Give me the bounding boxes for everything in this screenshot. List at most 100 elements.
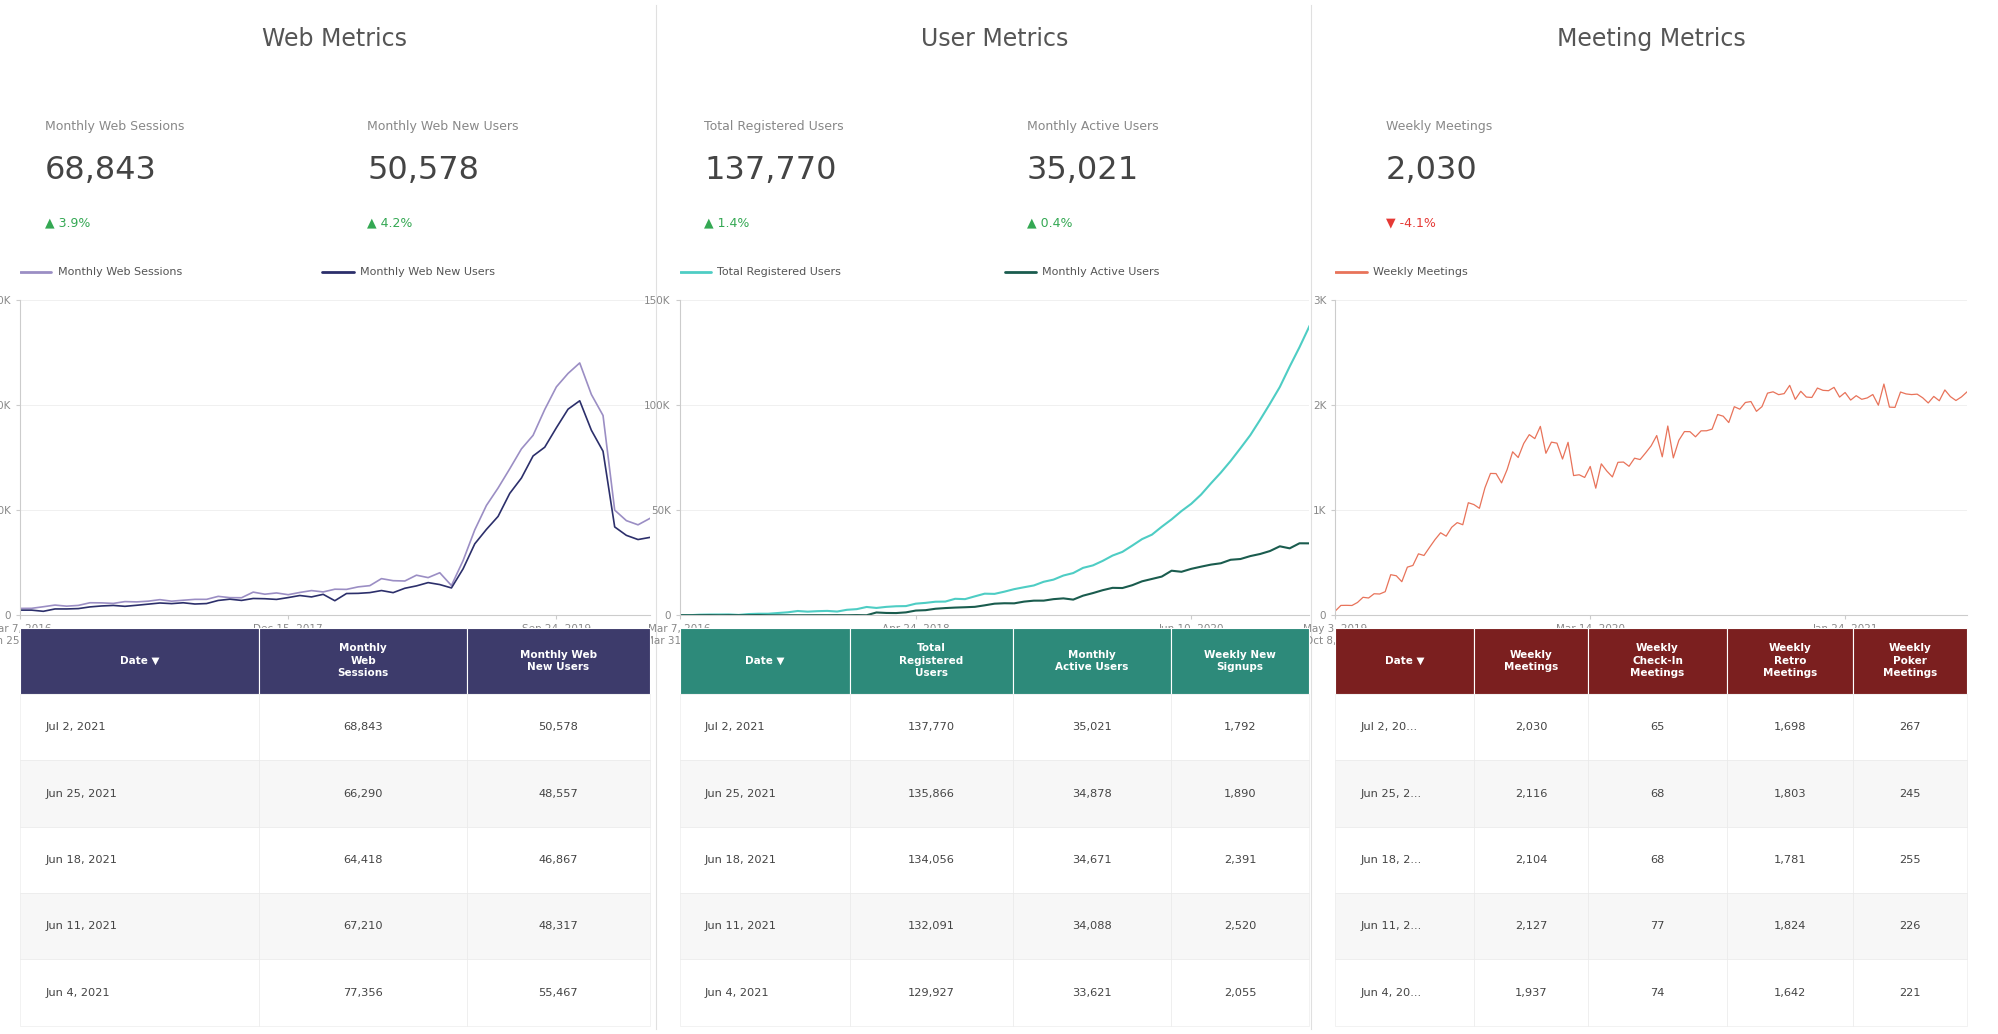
FancyBboxPatch shape xyxy=(849,760,1013,827)
FancyBboxPatch shape xyxy=(1171,628,1309,694)
Text: 2,520: 2,520 xyxy=(1223,921,1255,932)
Text: 35,021: 35,021 xyxy=(1071,722,1111,732)
Text: 1,937: 1,937 xyxy=(1514,987,1546,998)
Text: 65: 65 xyxy=(1650,722,1664,732)
FancyBboxPatch shape xyxy=(20,760,260,827)
Text: 1,792: 1,792 xyxy=(1223,722,1255,732)
Text: 1,698: 1,698 xyxy=(1772,722,1806,732)
FancyBboxPatch shape xyxy=(1852,960,1966,1026)
Text: 77,356: 77,356 xyxy=(344,987,384,998)
FancyBboxPatch shape xyxy=(1335,628,1475,694)
FancyBboxPatch shape xyxy=(1171,960,1309,1026)
Text: 48,317: 48,317 xyxy=(537,921,577,932)
FancyBboxPatch shape xyxy=(468,827,649,893)
Text: 68: 68 xyxy=(1650,855,1664,864)
Text: 68: 68 xyxy=(1650,789,1664,798)
Text: ▲ 0.4%: ▲ 0.4% xyxy=(1027,216,1073,229)
Text: Weekly Meetings: Weekly Meetings xyxy=(1385,120,1491,133)
FancyBboxPatch shape xyxy=(1475,628,1586,694)
FancyBboxPatch shape xyxy=(1335,827,1475,893)
Text: 132,091: 132,091 xyxy=(907,921,955,932)
Text: 68,843: 68,843 xyxy=(44,155,156,186)
FancyBboxPatch shape xyxy=(1013,694,1171,760)
Text: 267: 267 xyxy=(1898,722,1920,732)
Text: 34,088: 34,088 xyxy=(1071,921,1111,932)
Text: User Metrics: User Metrics xyxy=(921,27,1067,51)
Text: Weekly
Check-In
Meetings: Weekly Check-In Meetings xyxy=(1630,643,1684,678)
Text: 67,210: 67,210 xyxy=(344,921,384,932)
Text: 134,056: 134,056 xyxy=(907,855,955,864)
FancyBboxPatch shape xyxy=(1475,893,1586,960)
FancyBboxPatch shape xyxy=(468,760,649,827)
FancyBboxPatch shape xyxy=(1726,893,1852,960)
FancyBboxPatch shape xyxy=(1013,960,1171,1026)
Text: 33,621: 33,621 xyxy=(1071,987,1111,998)
FancyBboxPatch shape xyxy=(1171,760,1309,827)
FancyBboxPatch shape xyxy=(1852,893,1966,960)
Text: Monthly Web
New Users: Monthly Web New Users xyxy=(519,649,597,672)
Text: 1,803: 1,803 xyxy=(1772,789,1806,798)
FancyBboxPatch shape xyxy=(1013,760,1171,827)
Text: Jun 4, 2021: Jun 4, 2021 xyxy=(705,987,769,998)
Text: Jun 11, 2021: Jun 11, 2021 xyxy=(46,921,118,932)
FancyBboxPatch shape xyxy=(20,827,260,893)
Text: Total Registered Users: Total Registered Users xyxy=(717,267,841,277)
Text: 1,890: 1,890 xyxy=(1223,789,1257,798)
Text: 1,642: 1,642 xyxy=(1772,987,1806,998)
FancyBboxPatch shape xyxy=(1013,827,1171,893)
Text: Jul 2, 2021: Jul 2, 2021 xyxy=(46,722,106,732)
Text: Monthly
Active Users: Monthly Active Users xyxy=(1055,649,1129,672)
FancyBboxPatch shape xyxy=(679,960,849,1026)
FancyBboxPatch shape xyxy=(1475,760,1586,827)
Text: Jun 4, 2021: Jun 4, 2021 xyxy=(46,987,110,998)
FancyBboxPatch shape xyxy=(1852,694,1966,760)
Text: Web Metrics: Web Metrics xyxy=(262,27,408,51)
Text: Weekly
Retro
Meetings: Weekly Retro Meetings xyxy=(1762,643,1816,678)
FancyBboxPatch shape xyxy=(849,694,1013,760)
FancyBboxPatch shape xyxy=(679,893,849,960)
Text: 137,770: 137,770 xyxy=(703,155,837,186)
FancyBboxPatch shape xyxy=(1586,760,1726,827)
Text: 50,578: 50,578 xyxy=(368,155,480,186)
Text: Monthly Active Users: Monthly Active Users xyxy=(1027,120,1159,133)
Text: Date ▼: Date ▼ xyxy=(745,656,783,666)
Text: 226: 226 xyxy=(1898,921,1920,932)
Text: Jun 11, 2021: Jun 11, 2021 xyxy=(705,921,777,932)
Text: Jun 25, 2...: Jun 25, 2... xyxy=(1361,789,1421,798)
FancyBboxPatch shape xyxy=(1335,694,1475,760)
FancyBboxPatch shape xyxy=(1475,694,1586,760)
FancyBboxPatch shape xyxy=(1335,760,1475,827)
Text: Jun 4, 20...: Jun 4, 20... xyxy=(1361,987,1421,998)
Text: 245: 245 xyxy=(1898,789,1920,798)
Text: Jun 18, 2021: Jun 18, 2021 xyxy=(46,855,118,864)
FancyBboxPatch shape xyxy=(1335,893,1475,960)
FancyBboxPatch shape xyxy=(468,893,649,960)
Text: 55,467: 55,467 xyxy=(537,987,577,998)
FancyBboxPatch shape xyxy=(1586,960,1726,1026)
Text: Jun 18, 2021: Jun 18, 2021 xyxy=(705,855,777,864)
FancyBboxPatch shape xyxy=(1586,694,1726,760)
Text: Weekly
Meetings: Weekly Meetings xyxy=(1502,649,1558,672)
FancyBboxPatch shape xyxy=(679,760,849,827)
Text: 2,104: 2,104 xyxy=(1514,855,1546,864)
FancyBboxPatch shape xyxy=(260,827,468,893)
Text: ▲ 3.9%: ▲ 3.9% xyxy=(44,216,90,229)
Text: Meeting Metrics: Meeting Metrics xyxy=(1556,27,1744,51)
Text: 255: 255 xyxy=(1898,855,1920,864)
FancyBboxPatch shape xyxy=(849,628,1013,694)
FancyBboxPatch shape xyxy=(679,827,849,893)
Text: 68,843: 68,843 xyxy=(344,722,384,732)
Text: Weekly Meetings: Weekly Meetings xyxy=(1373,267,1467,277)
Text: Date ▼: Date ▼ xyxy=(1385,656,1425,666)
Text: ▲ 1.4%: ▲ 1.4% xyxy=(703,216,749,229)
FancyBboxPatch shape xyxy=(20,628,260,694)
FancyBboxPatch shape xyxy=(1475,960,1586,1026)
Text: 2,055: 2,055 xyxy=(1223,987,1255,998)
FancyBboxPatch shape xyxy=(1852,760,1966,827)
FancyBboxPatch shape xyxy=(849,827,1013,893)
Text: 35,021: 35,021 xyxy=(1027,155,1139,186)
FancyBboxPatch shape xyxy=(260,893,468,960)
Text: 66,290: 66,290 xyxy=(344,789,384,798)
FancyBboxPatch shape xyxy=(260,760,468,827)
Text: Jul 2, 20...: Jul 2, 20... xyxy=(1361,722,1417,732)
